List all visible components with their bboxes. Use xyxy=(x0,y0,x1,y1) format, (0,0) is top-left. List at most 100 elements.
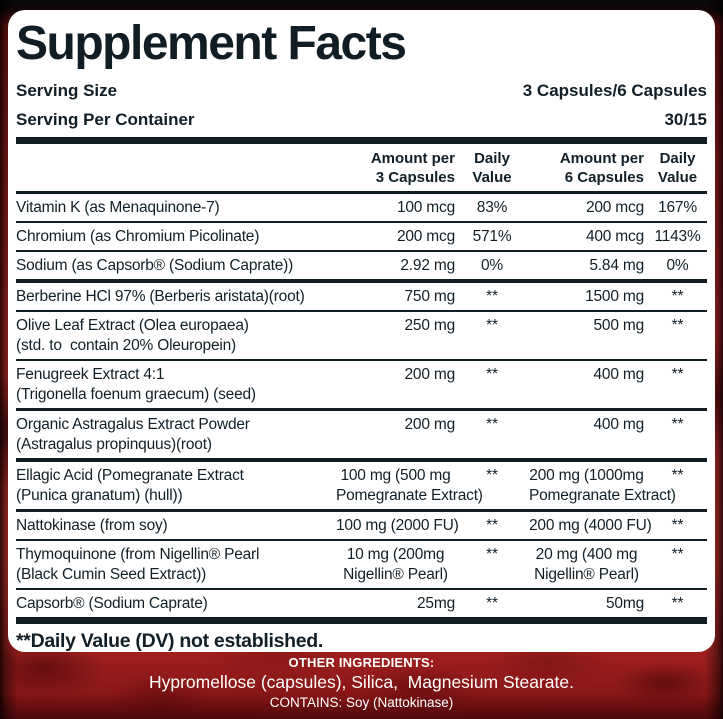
amount-6-capsules-cell: 1500 mg xyxy=(529,287,644,307)
daily-value-6-cell: ** xyxy=(644,594,711,614)
column-header-line: 3 Capsules xyxy=(375,169,455,186)
daily-value-text: ** xyxy=(486,546,498,563)
ingredient-name-cell: Ellagic Acid (Pomegranate Extract (Punic… xyxy=(16,466,336,506)
column-header-line: Amount per xyxy=(370,150,455,167)
daily-value-footnote: **Daily Value (DV) not established. xyxy=(16,630,324,652)
ingredient-name-cell: Berberine HCl 97% (Berberis aristata)(ro… xyxy=(16,287,336,307)
daily-value-6-cell: ** xyxy=(644,516,711,536)
daily-value-text: ** xyxy=(486,416,498,433)
contains-allergen-note: CONTAINS: Soy (Nattokinase) xyxy=(269,695,454,710)
amount-6-capsules-cell: 400 mcg xyxy=(529,227,644,247)
amount-3-capsules-cell: 2.92 mg xyxy=(336,256,455,276)
servings-per-container-value: 30/15 xyxy=(664,110,707,129)
daily-value-text: ** xyxy=(671,366,684,383)
ingredient-name-line: Capsorb® (Sodium Caprate) xyxy=(16,595,208,612)
amount-line: 400 mg xyxy=(593,416,645,433)
amount-3-capsules-cell: 200 mcg xyxy=(336,227,455,247)
amount-3-capsules-cell: 100 mg (2000 FU) xyxy=(336,516,459,536)
table-row: Nattokinase (from soy) 100 mg (2000 FU) … xyxy=(16,512,707,541)
ingredient-name-line: (Trigonella foenum graecum) (seed) xyxy=(16,386,256,403)
column-header-daily-value-6: Daily Value xyxy=(644,149,711,187)
amount-3-capsules-cell: 100 mcg xyxy=(336,198,455,218)
column-header-daily-value-3: Daily Value xyxy=(455,149,529,187)
column-header-row: Amount per 3 Capsules Daily Value Amount… xyxy=(16,144,707,194)
other-ingredients-section: OTHER INGREDIENTS: Hypromellose (capsule… xyxy=(0,655,723,711)
servings-per-container-row: Serving Per Container 30/15 xyxy=(14,110,709,130)
serving-size-value: 3 Capsules/6 Capsules xyxy=(522,81,707,100)
amount-3-capsules-cell: 100 mg (500 mg Pomegranate Extract) xyxy=(336,466,483,506)
serving-size-row: Serving Size 3 Capsules/6 Capsules xyxy=(14,81,709,101)
amount-3-capsules-cell: 250 mg xyxy=(336,316,456,336)
table-row: Chromium (as Chromium Picolinate) 200 mc… xyxy=(16,223,707,252)
divider-bar-top xyxy=(16,137,707,144)
daily-value-6-cell: ** xyxy=(644,365,711,385)
amount-3-capsules-cell: 10 mg (200mg Nigellin® Pearl) xyxy=(336,545,455,585)
ingredient-name-cell: Capsorb® (Sodium Caprate) xyxy=(16,594,336,614)
ingredient-name-line: Organic Astragalus Extract Powder xyxy=(16,416,250,433)
amount-6-capsules-cell: 50mg xyxy=(529,594,644,614)
daily-value-6-cell: ** xyxy=(644,466,711,486)
serving-size-label: Serving Size xyxy=(16,81,118,100)
amount-line: 250 mg xyxy=(404,317,456,334)
panel-content: Supplement Facts Serving Size 3 Capsules… xyxy=(14,16,709,653)
daily-value-text: ** xyxy=(671,546,684,563)
amount-line: 5.84 mg xyxy=(589,257,644,274)
daily-value-3-cell: ** xyxy=(455,415,529,435)
daily-value-text: 0% xyxy=(480,257,503,274)
daily-value-3-cell: ** xyxy=(455,316,529,336)
ingredient-name-line: (Punica granatum) (hull)) xyxy=(16,487,183,504)
daily-value-3-cell: 83% xyxy=(455,198,529,218)
amount-line: 750 mg xyxy=(404,288,456,305)
column-header-line: Value xyxy=(472,169,512,186)
ingredient-name-cell: Fenugreek Extract 4:1 (Trigonella foenum… xyxy=(16,365,336,405)
facts-rows: Vitamin K (as Menaquinone-7) 100 mcg 83%… xyxy=(14,194,709,624)
ingredient-name-line: Nattokinase (from soy) xyxy=(16,517,168,534)
amount-6-capsules-cell: 200 mcg xyxy=(529,198,644,218)
daily-value-text: 83% xyxy=(476,199,508,216)
amount-line: 1500 mg xyxy=(585,288,644,305)
table-row: Berberine HCl 97% (Berberis aristata)(ro… xyxy=(16,283,707,312)
daily-value-text: ** xyxy=(486,366,498,383)
daily-value-text: ** xyxy=(486,595,498,612)
column-header-line: Value xyxy=(657,169,698,186)
amount-line: 200 mg xyxy=(404,366,456,383)
amount-line: Pomegranate Extract) xyxy=(529,487,676,504)
daily-value-6-cell: ** xyxy=(644,415,711,435)
daily-value-6-cell: ** xyxy=(644,316,711,336)
amount-line: 2.92 mg xyxy=(400,257,455,274)
ingredient-name-cell: Olive Leaf Extract (Olea europaea) (std.… xyxy=(16,316,336,356)
ingredient-name-line: (Astragalus propinquus)(root) xyxy=(16,436,212,453)
daily-value-6-cell: 167% xyxy=(644,198,711,218)
amount-line: 100 mg (2000 FU) xyxy=(336,517,459,534)
table-row: Capsorb® (Sodium Caprate) 25mg ** 50mg *… xyxy=(16,590,707,624)
amount-line: 400 mg xyxy=(593,366,645,383)
ingredient-name-cell: Organic Astragalus Extract Powder (Astra… xyxy=(16,415,336,455)
ingredient-name-line: Thymoquinone (from Nigellin® Pearl xyxy=(16,546,260,563)
table-row: Vitamin K (as Menaquinone-7) 100 mcg 83%… xyxy=(16,194,707,223)
amount-line: 20 mg (400 mg xyxy=(535,546,638,563)
ingredient-name-line: (std. to contain 20% Oleuropein) xyxy=(16,337,236,354)
ingredient-name-cell: Sodium (as Capsorb® (Sodium Caprate)) xyxy=(16,256,336,276)
table-row: Sodium (as Capsorb® (Sodium Caprate)) 2.… xyxy=(16,252,707,283)
daily-value-3-cell: ** xyxy=(455,545,529,565)
amount-line: Nigellin® Pearl) xyxy=(343,566,448,583)
ingredient-name-cell: Chromium (as Chromium Picolinate) xyxy=(16,227,336,247)
daily-value-3-cell: 571% xyxy=(455,227,529,247)
daily-value-text: 0% xyxy=(666,257,689,274)
column-header-line: Daily xyxy=(659,150,696,167)
daily-value-text: ** xyxy=(671,317,684,334)
amount-3-capsules-cell: 750 mg xyxy=(336,287,456,307)
daily-value-text: ** xyxy=(671,517,684,534)
column-header-line: 6 Capsules xyxy=(564,169,644,186)
amount-line: 200 mcg xyxy=(396,228,455,245)
table-row: Fenugreek Extract 4:1 (Trigonella foenum… xyxy=(16,361,707,411)
amount-line: 500 mg xyxy=(593,317,645,334)
amount-6-capsules-cell: 400 mg xyxy=(529,415,645,435)
ingredient-name-line: Fenugreek Extract 4:1 xyxy=(16,366,165,383)
ingredient-name-cell: Vitamin K (as Menaquinone-7) xyxy=(16,198,336,218)
ingredient-name-line: Sodium (as Capsorb® (Sodium Caprate)) xyxy=(16,257,294,274)
amount-3-capsules-cell: 200 mg xyxy=(336,415,456,435)
ingredient-name-line: Chromium (as Chromium Picolinate) xyxy=(16,228,260,245)
ingredient-name-line: Berberine HCl 97% (Berberis aristata)(ro… xyxy=(16,288,305,305)
other-ingredients-list: Hypromellose (capsules), Silica, Magnesi… xyxy=(148,672,575,692)
